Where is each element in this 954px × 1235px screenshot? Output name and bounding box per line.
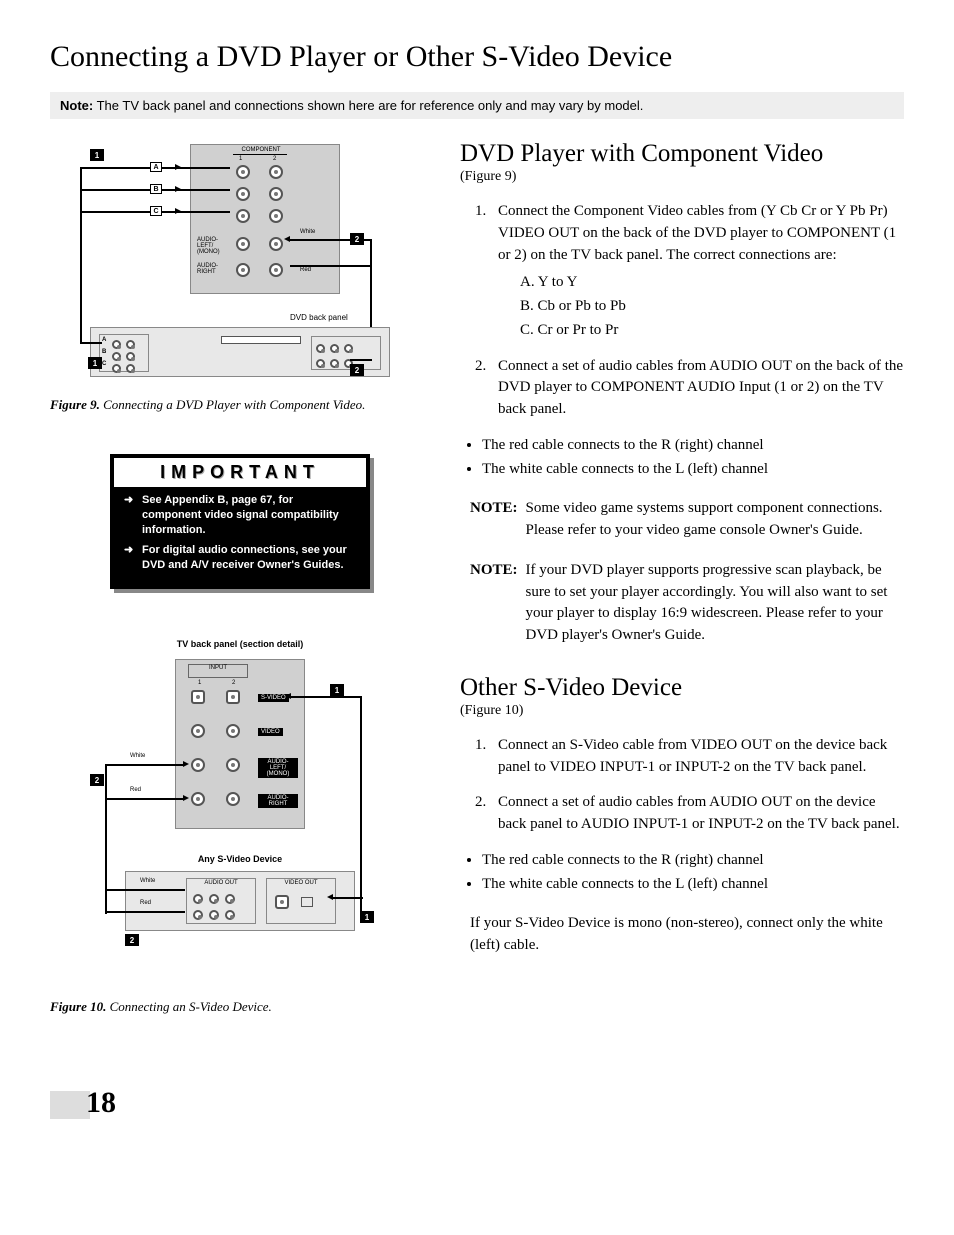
video-label: VIDEO bbox=[258, 728, 283, 736]
cable-a: A bbox=[150, 162, 162, 172]
note-1-label: NOTE: bbox=[470, 498, 518, 542]
section-2-steps: Connect an S-Video cable from VIDEO OUT … bbox=[490, 735, 904, 836]
important-item-2: For digital audio connections, see your … bbox=[114, 537, 366, 573]
input-header: INPUT bbox=[189, 665, 247, 671]
figure-9-diagram: COMPONENT 1 2 AUDIO-LEFT/ (MONO) AUDIO-R… bbox=[50, 139, 420, 389]
step-2: Connect a set of audio cables from AUDIO… bbox=[490, 356, 904, 421]
audio-left-label: AUDIO-LEFT/ (MONO) bbox=[197, 237, 229, 255]
step-1-text: Connect the Component Video cables from … bbox=[498, 203, 896, 263]
s2-bullet-2: The white cable connects to the L (left)… bbox=[482, 874, 904, 896]
note-2: NOTE: If your DVD player supports progre… bbox=[470, 560, 904, 647]
figure-10-diagram: TV back panel (section detail) INPUT 1 2… bbox=[85, 639, 395, 979]
cable-b: B bbox=[150, 184, 162, 194]
note-text: The TV back panel and connections shown … bbox=[97, 98, 644, 113]
section-2-title: Other S-Video Device bbox=[460, 673, 904, 703]
fig10-col1: 1 bbox=[198, 680, 201, 686]
callout-2b: 2 bbox=[350, 364, 364, 376]
fig10-callout-2a: 2 bbox=[90, 774, 104, 786]
note-label: Note: bbox=[60, 98, 93, 113]
fig10-callout-1b: 1 bbox=[360, 911, 374, 923]
trailing-paragraph: If your S-Video Device is mono (non-ster… bbox=[470, 913, 904, 957]
figure-10-caption: Figure 10. Connecting an S-Video Device. bbox=[50, 999, 430, 1016]
figure-9-caption: Figure 9. Connecting a DVD Player with C… bbox=[50, 397, 430, 414]
component-header: COMPONENT bbox=[231, 147, 291, 153]
section-1-steps: Connect the Component Video cables from … bbox=[490, 201, 904, 421]
s2-bullet-1: The red cable connects to the R (right) … bbox=[482, 850, 904, 872]
note-1-text: Some video game systems support componen… bbox=[526, 498, 904, 542]
s2-step-1: Connect an S-Video cable from VIDEO OUT … bbox=[490, 735, 904, 779]
section-1-figref: (Figure 9) bbox=[460, 169, 904, 185]
fig10-num: Figure 10. bbox=[50, 999, 106, 1014]
fig10-red: Red bbox=[130, 787, 141, 793]
col2: 2 bbox=[273, 156, 276, 162]
bullet-1: The red cable connects to the R (right) … bbox=[482, 435, 904, 457]
section-2-bullets: The red cable connects to the R (right) … bbox=[482, 850, 904, 896]
page-title: Connecting a DVD Player or Other S-Video… bbox=[50, 40, 904, 74]
important-item-1: See Appendix B, page 67, for component v… bbox=[114, 487, 366, 538]
s2-step-2: Connect a set of audio cables from AUDIO… bbox=[490, 792, 904, 836]
sub-c: C. Cr or Pr to Pr bbox=[520, 320, 904, 342]
fig10-device-label: Any S-Video Device bbox=[85, 854, 395, 864]
fig9-num: Figure 9. bbox=[50, 397, 100, 412]
fig10-red2: Red bbox=[140, 900, 151, 906]
note-1: NOTE: Some video game systems support co… bbox=[470, 498, 904, 542]
callout-2a: 2 bbox=[350, 233, 364, 245]
fig10-callout-2b: 2 bbox=[125, 934, 139, 946]
callout-1a: 1 bbox=[90, 149, 104, 161]
cable-c: C bbox=[150, 206, 162, 216]
white-label: White bbox=[300, 229, 315, 235]
sub-b: B. Cb or Pb to Pb bbox=[520, 296, 904, 318]
note-2-label: NOTE: bbox=[470, 560, 518, 647]
fig9-text: Connecting a DVD Player with Component V… bbox=[103, 397, 365, 412]
fig10-top-title: TV back panel (section detail) bbox=[85, 639, 395, 649]
important-box: IMPORTANT See Appendix B, page 67, for c… bbox=[110, 454, 370, 589]
fig10-audio-right: AUDIO-RIGHT bbox=[258, 794, 298, 808]
dvd-label: DVD back panel bbox=[290, 314, 348, 322]
audio-right-label: AUDIO-RIGHT bbox=[197, 263, 229, 275]
fig10-callout-1a: 1 bbox=[330, 684, 344, 696]
top-note-bar: Note: The TV back panel and connections … bbox=[50, 92, 904, 119]
step-1: Connect the Component Video cables from … bbox=[490, 201, 904, 342]
page-number-value: 18 bbox=[86, 1086, 116, 1119]
bullet-2: The white cable connects to the L (left)… bbox=[482, 459, 904, 481]
audio-out-label: AUDIO OUT bbox=[187, 879, 255, 886]
note-2-text: If your DVD player supports progressive … bbox=[526, 560, 904, 647]
fig10-col2: 2 bbox=[232, 680, 235, 686]
fig10-audio-left: AUDIO-LEFT/ (MONO) bbox=[258, 758, 298, 778]
page-number: 18 bbox=[50, 1086, 904, 1120]
section-1-title: DVD Player with Component Video bbox=[460, 139, 904, 169]
fig10-white: White bbox=[130, 753, 145, 759]
sub-a: A. Y to Y bbox=[520, 272, 904, 294]
red-label: Red bbox=[300, 267, 311, 273]
page-number-bar bbox=[50, 1091, 90, 1119]
col1: 1 bbox=[239, 156, 242, 162]
video-out-label: VIDEO OUT bbox=[267, 879, 335, 886]
callout-1b: 1 bbox=[88, 357, 102, 369]
fig10-white2: White bbox=[140, 878, 155, 884]
important-header: IMPORTANT bbox=[114, 458, 366, 487]
section-2-figref: (Figure 10) bbox=[460, 703, 904, 719]
section-1-bullets: The red cable connects to the R (right) … bbox=[482, 435, 904, 481]
fig10-text: Connecting an S-Video Device. bbox=[110, 999, 272, 1014]
